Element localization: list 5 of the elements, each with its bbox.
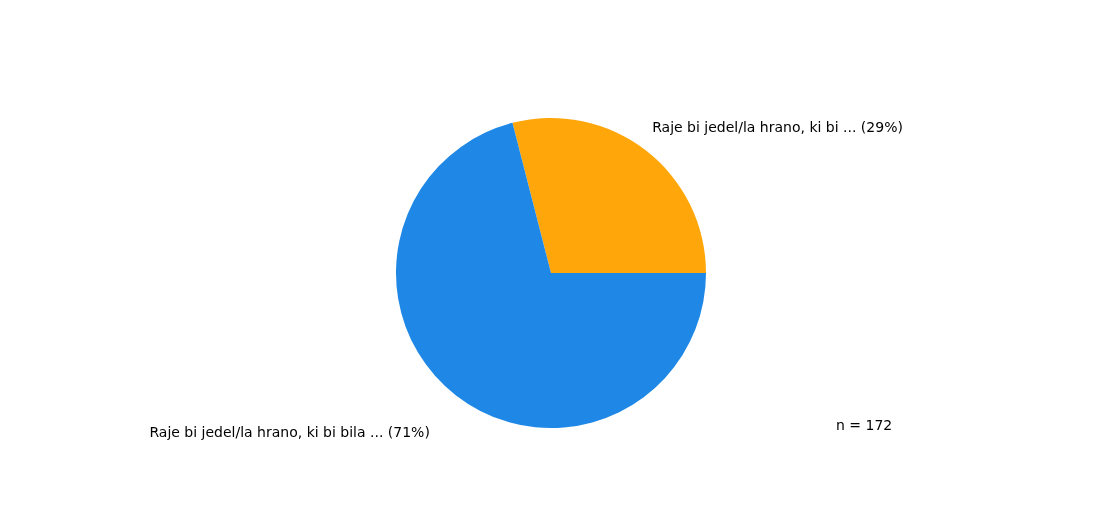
slice-label: Raje bi jedel/la hrano, ki bi ... (29%): [652, 118, 903, 135]
text: n = 172: [836, 417, 893, 433]
pie-slice: [512, 118, 706, 273]
slice-label: Raje bi jedel/la hrano, ki bi bila ... (71%): [149, 424, 430, 441]
pie-slice: [396, 122, 706, 428]
